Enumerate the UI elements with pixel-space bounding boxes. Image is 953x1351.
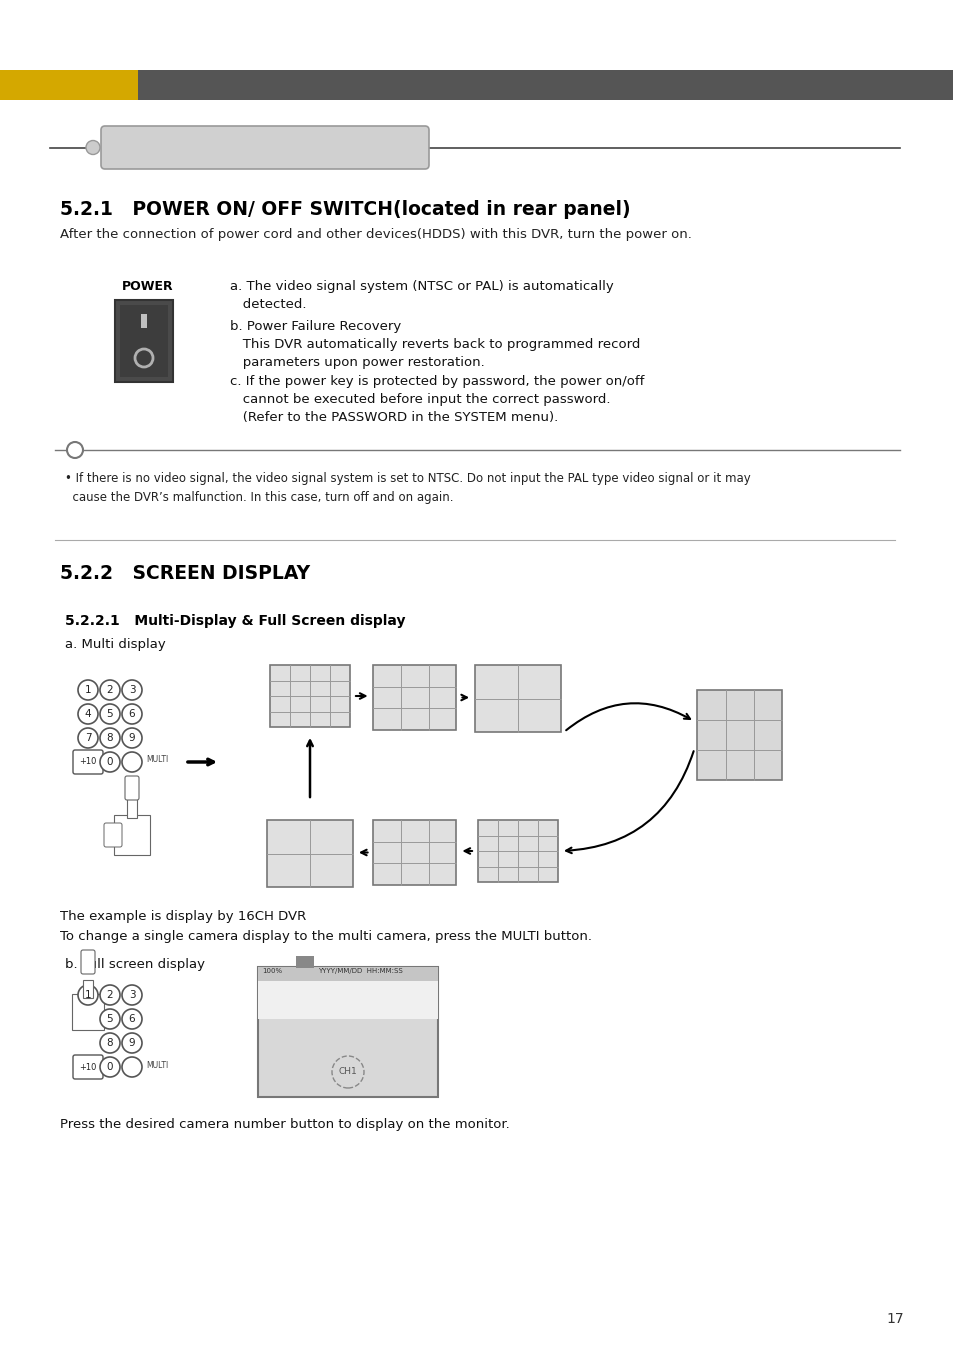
Text: 6: 6 (129, 1015, 135, 1024)
Text: 1: 1 (85, 990, 91, 1000)
Text: b. Full screen display: b. Full screen display (65, 958, 205, 971)
Circle shape (100, 1034, 120, 1052)
Text: MULTI: MULTI (146, 1061, 168, 1070)
Text: 0: 0 (107, 1062, 113, 1071)
Circle shape (78, 985, 98, 1005)
Circle shape (100, 1009, 120, 1029)
Text: 100%: 100% (262, 969, 282, 974)
Text: The example is display by 16CH DVR: The example is display by 16CH DVR (60, 911, 306, 923)
Text: 3: 3 (129, 685, 135, 694)
Bar (113, 815, 150, 855)
Bar (697, 690, 781, 780)
Circle shape (122, 985, 142, 1005)
Bar (475, 665, 560, 732)
Bar (257, 967, 437, 1097)
Text: b. Power Failure Recovery
   This DVR automatically reverts back to programmed r: b. Power Failure Recovery This DVR autom… (230, 320, 639, 369)
Circle shape (122, 704, 142, 724)
Bar (120, 305, 168, 377)
Circle shape (100, 680, 120, 700)
Text: 9: 9 (129, 1038, 135, 1048)
Text: 2: 2 (107, 685, 113, 694)
Bar (0, 70, 138, 100)
Bar (138, 70, 953, 100)
Text: POWER: POWER (122, 280, 173, 293)
Bar (267, 820, 353, 888)
Text: a. Multi display: a. Multi display (65, 638, 166, 651)
FancyBboxPatch shape (73, 1055, 103, 1079)
Text: 2: 2 (107, 990, 113, 1000)
Bar (115, 300, 172, 382)
Bar (295, 957, 314, 969)
FancyBboxPatch shape (81, 950, 95, 974)
Circle shape (100, 985, 120, 1005)
Text: c. If the power key is protected by password, the power on/off
   cannot be exec: c. If the power key is protected by pass… (230, 376, 643, 424)
Circle shape (67, 442, 83, 458)
Bar (257, 967, 437, 1019)
Text: a. The video signal system (NTSC or PAL) is automatically
   detected.: a. The video signal system (NTSC or PAL)… (230, 280, 613, 311)
Bar (141, 313, 147, 328)
Text: To change a single camera display to the multi camera, press the MULTI button.: To change a single camera display to the… (60, 929, 592, 943)
Bar (477, 820, 558, 882)
Circle shape (78, 704, 98, 724)
Circle shape (78, 728, 98, 748)
Text: 1: 1 (85, 685, 91, 694)
Bar (374, 820, 456, 885)
Text: 5.2.1   POWER ON/ OFF SWITCH(located in rear panel): 5.2.1 POWER ON/ OFF SWITCH(located in re… (60, 200, 630, 219)
Text: 7: 7 (85, 734, 91, 743)
Text: CH1: CH1 (338, 1067, 357, 1077)
Text: +10: +10 (79, 1062, 96, 1071)
Bar (71, 994, 104, 1029)
Text: 4: 4 (85, 709, 91, 719)
FancyBboxPatch shape (101, 126, 429, 169)
Text: YYYY/MM/DD  HH:MM:SS: YYYY/MM/DD HH:MM:SS (317, 969, 402, 974)
Text: Press the desired camera number button to display on the monitor.: Press the desired camera number button t… (60, 1119, 509, 1131)
Text: 6: 6 (129, 709, 135, 719)
Circle shape (100, 704, 120, 724)
Text: After the connection of power cord and other devices(HDDS) with this DVR, turn t: After the connection of power cord and o… (60, 228, 691, 240)
Text: 0: 0 (107, 757, 113, 767)
Circle shape (100, 1056, 120, 1077)
Bar (270, 665, 350, 727)
Circle shape (122, 1056, 142, 1077)
Text: 5: 5 (107, 709, 113, 719)
Text: +10: +10 (79, 758, 96, 766)
FancyBboxPatch shape (104, 823, 122, 847)
Bar (257, 967, 437, 981)
Text: 8: 8 (107, 734, 113, 743)
Text: 5: 5 (107, 1015, 113, 1024)
Circle shape (122, 753, 142, 771)
Circle shape (122, 1009, 142, 1029)
Circle shape (86, 141, 100, 154)
Circle shape (122, 1034, 142, 1052)
Bar (127, 796, 137, 817)
Circle shape (122, 728, 142, 748)
Text: 9: 9 (129, 734, 135, 743)
Text: • If there is no video signal, the video signal system is set to NTSC. Do not in: • If there is no video signal, the video… (65, 471, 750, 504)
FancyBboxPatch shape (73, 750, 103, 774)
Text: 17: 17 (885, 1312, 902, 1325)
Circle shape (78, 680, 98, 700)
Text: 3: 3 (129, 990, 135, 1000)
Circle shape (122, 680, 142, 700)
Text: MULTI: MULTI (146, 755, 168, 765)
Text: 5.2.2   SCREEN DISPLAY: 5.2.2 SCREEN DISPLAY (60, 563, 310, 584)
Bar (83, 979, 92, 998)
Text: 5.2.2.1   Multi-Display & Full Screen display: 5.2.2.1 Multi-Display & Full Screen disp… (65, 613, 405, 628)
Bar (374, 665, 456, 730)
FancyBboxPatch shape (125, 775, 139, 800)
Text: 8: 8 (107, 1038, 113, 1048)
Circle shape (100, 728, 120, 748)
Circle shape (100, 753, 120, 771)
